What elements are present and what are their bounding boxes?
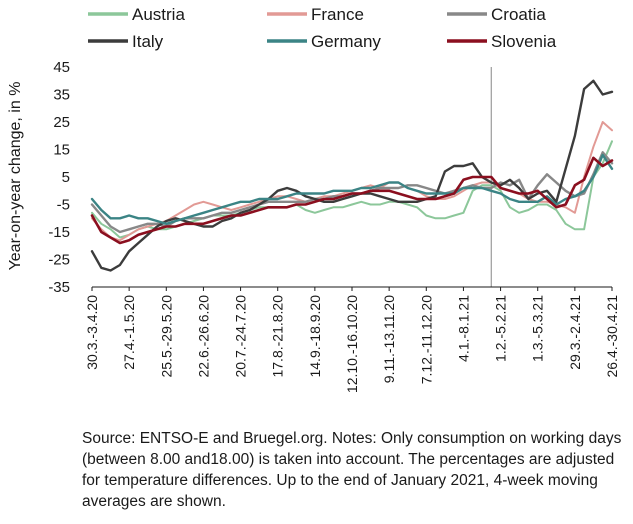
y-tick-label: 45 [53, 59, 70, 76]
legend-label-germany: Germany [311, 32, 381, 51]
y-tick-label: -5 [57, 197, 70, 214]
x-tick-label: 30.3.-3.4.20 [84, 295, 100, 370]
x-axis: 30.3.-3.4.20 27.4.-1.5.20 25.5.-29.5.20 22.… [84, 286, 620, 393]
x-tick-label: 9.11.-13.11.20 [381, 295, 397, 383]
legend-label-italy: Italy [132, 32, 164, 51]
legend-label-slovenia: Slovenia [491, 32, 557, 51]
legend-label-croatia: Croatia [491, 5, 546, 24]
source-note: Source: ENTSO-E and Bruegel.org. Notes: … [82, 430, 622, 510]
y-tick-label: -25 [48, 252, 70, 269]
y-tick-label: 15 [53, 142, 70, 159]
y-axis: 45 35 25 15 5 -5 -15 -25 -35 [48, 59, 70, 296]
x-tick-label: 25.5.-29.5.20 [158, 295, 174, 378]
legend: Austria France Croatia Italy Germany Slovenia [88, 5, 557, 51]
x-tick-label: 7.12.-11.12.20 [418, 295, 434, 384]
y-tick-label: -15 [48, 224, 70, 241]
x-tick-label: 22.6.-26.6.20 [195, 295, 211, 378]
y-tick-label: 35 [53, 87, 70, 104]
y-tick-label: 25 [53, 114, 70, 131]
y-tick-label: -35 [48, 279, 70, 296]
y-tick-label: 5 [62, 169, 70, 186]
legend-label-austria: Austria [132, 5, 185, 24]
x-tick-label: 12.10.-16.10.20 [344, 295, 360, 393]
series-line-germany [90, 153, 614, 226]
legend-label-france: France [311, 5, 364, 24]
x-tick-label: 1.2.-5.2.21 [493, 295, 509, 362]
series-line-italy [90, 79, 614, 272]
x-tick-label: 26.4.-30.4.21 [604, 295, 620, 378]
x-tick-label: 29.3.-2.4.21 [567, 295, 583, 370]
x-tick-label: 14.9.-18.9.20 [307, 295, 323, 378]
x-tick-label: 17.8.-21.8.20 [270, 295, 286, 378]
series-line-slovenia [90, 156, 614, 245]
x-tick-label: 1.3.-5.3.21 [530, 295, 546, 362]
x-tick-label: 20.7.-24.7.20 [233, 295, 249, 378]
y-axis-label: Year-on-year change, in % [7, 82, 24, 271]
series-lines [90, 79, 614, 272]
x-tick-label: 27.4.-1.5.20 [121, 295, 137, 370]
x-tick-label: 4.1.-8.1.21 [455, 295, 471, 362]
